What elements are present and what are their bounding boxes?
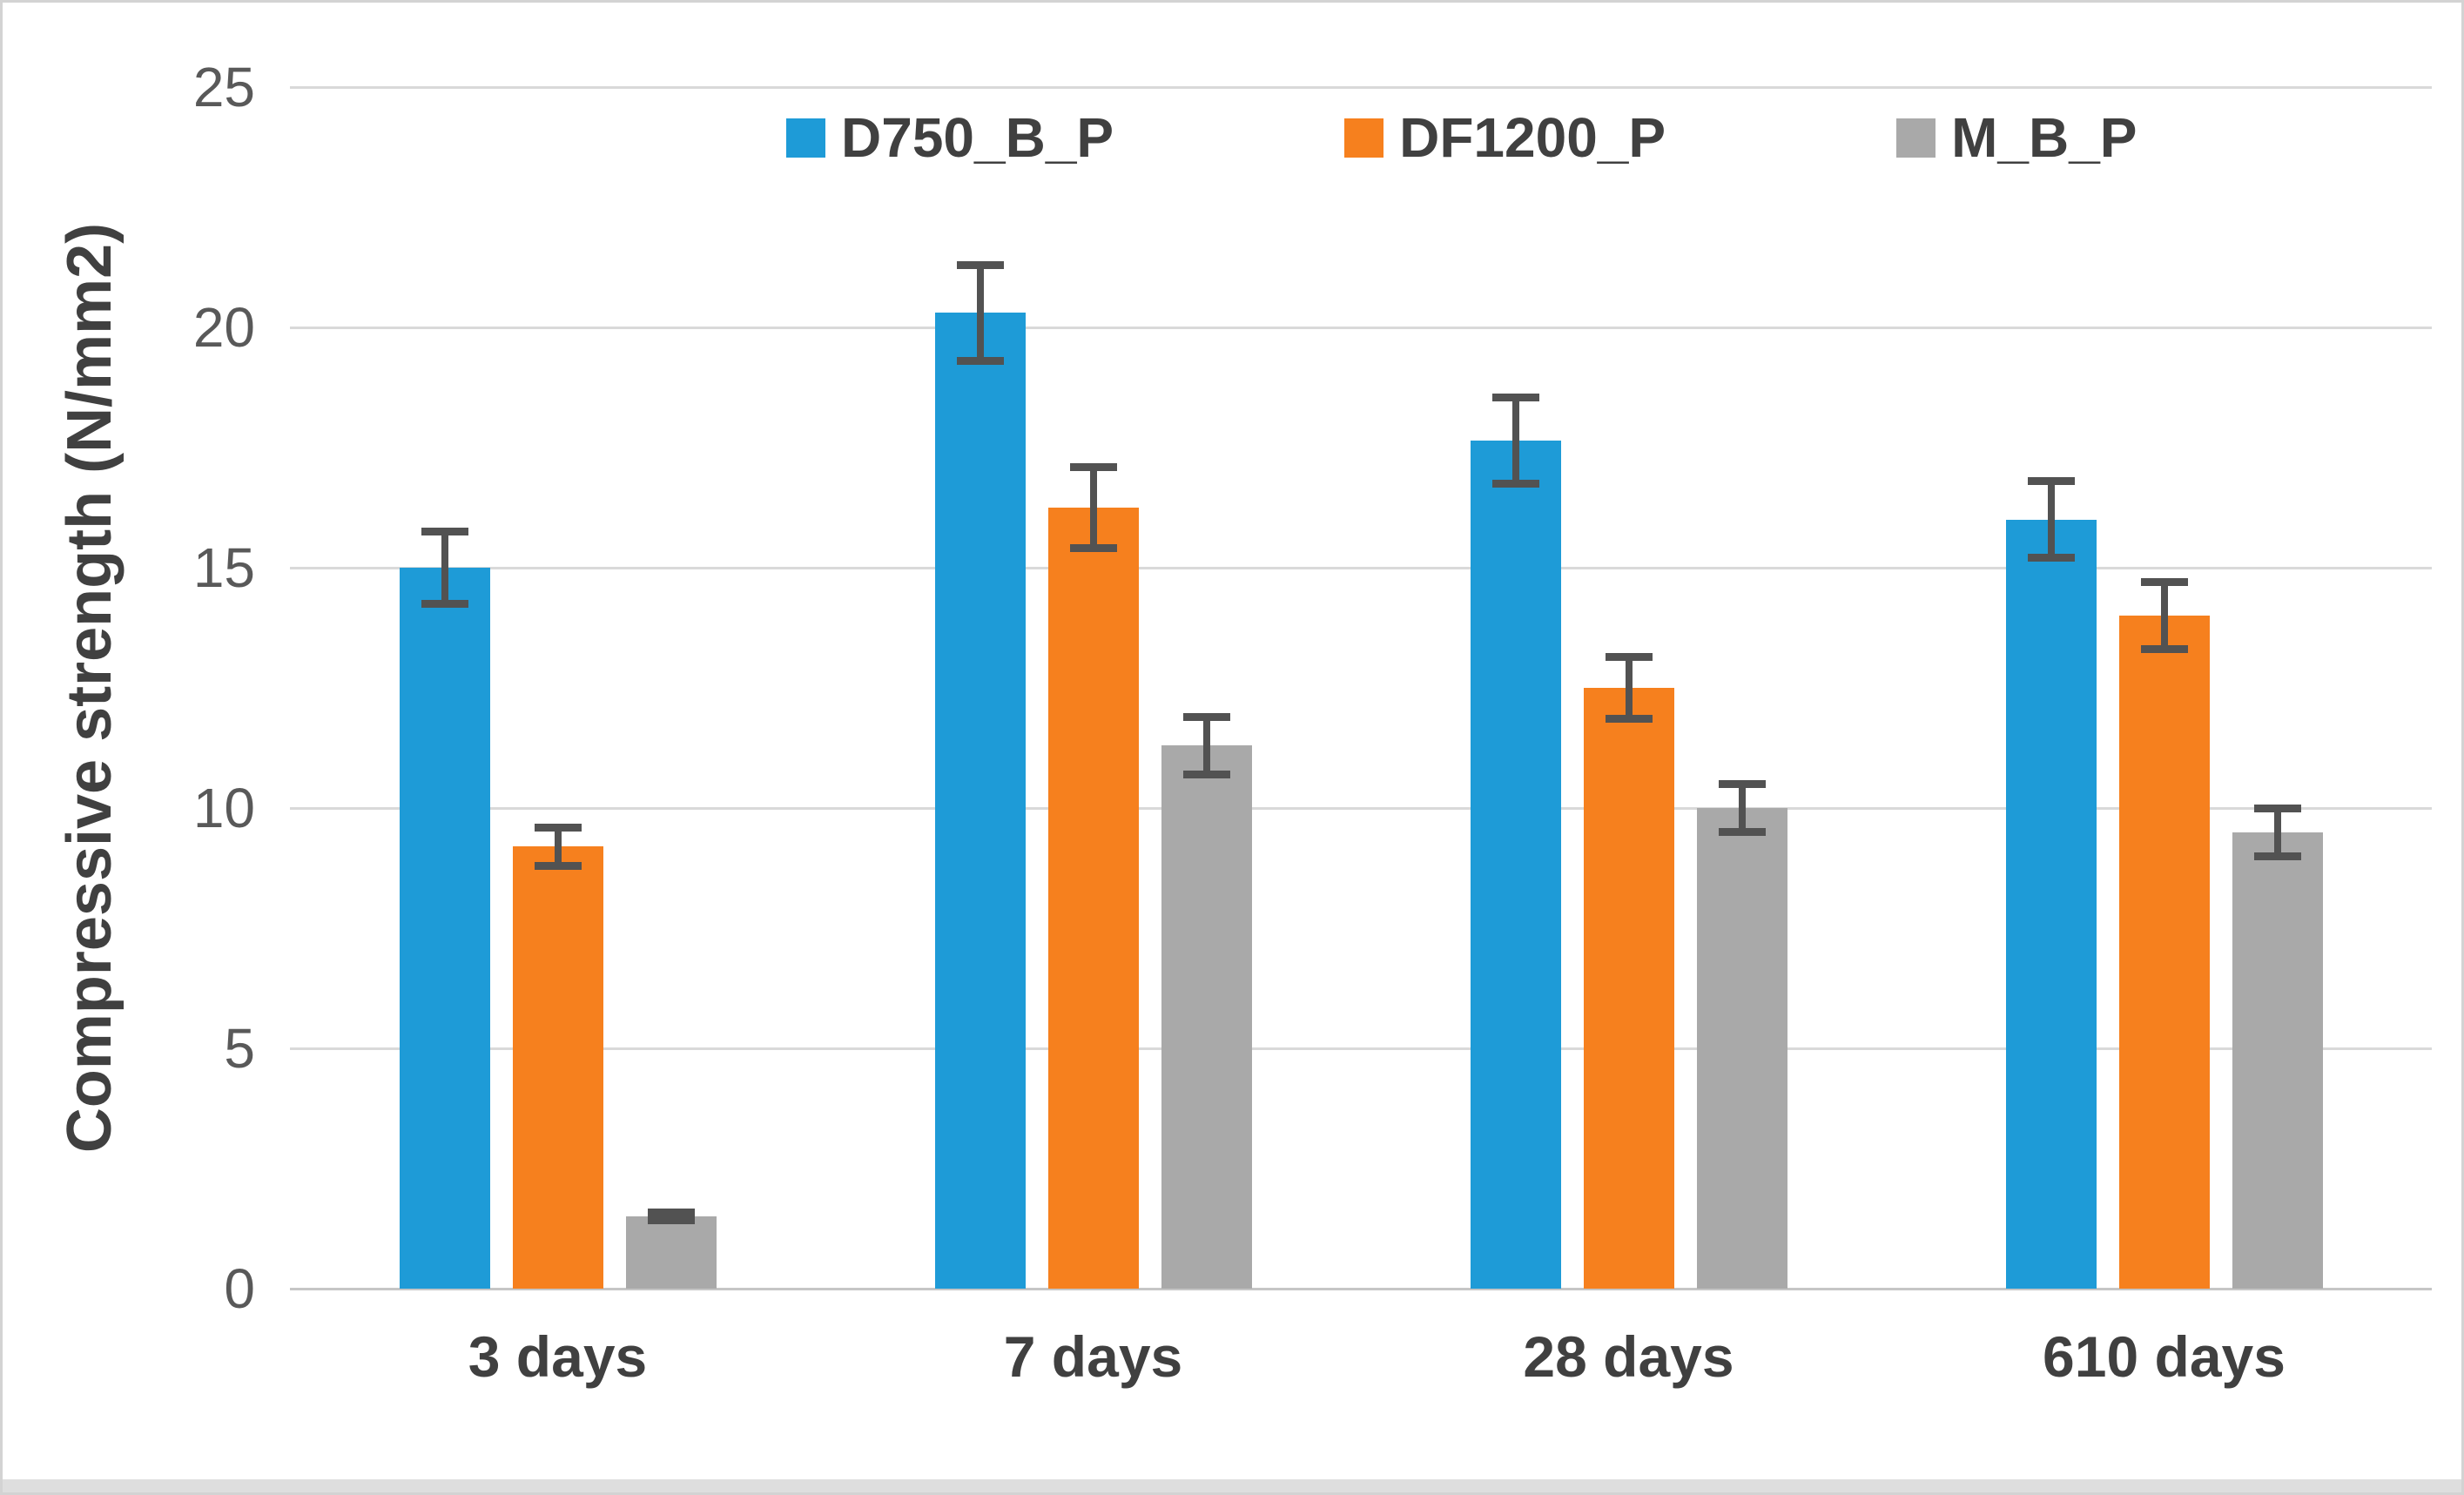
y-tick-label-0: 0: [224, 1257, 255, 1320]
error-bar-DF1200_P-3-days: [554, 827, 562, 866]
error-bar-cap-top-M_B_P-7-days: [1182, 712, 1230, 721]
error-bar-cap-top-M_B_P-3-days: [647, 1209, 695, 1217]
error-bar-cap-top-DF1200_P-3-days: [534, 823, 582, 832]
error-bar-cap-top-D750_B_P-3-days: [421, 528, 468, 536]
bar-M_B_P-3-days: [625, 1216, 717, 1289]
legend-swatch-D750_B_P: [786, 118, 825, 158]
error-bar-M_B_P-7-days: [1202, 717, 1210, 775]
error-bar-cap-bottom-D750_B_P-7-days: [956, 357, 1004, 366]
y-tick-label-25: 25: [192, 56, 255, 118]
bar-D750_B_P-7-days: [934, 313, 1026, 1289]
error-bar-cap-bottom-DF1200_P-28-days: [1605, 715, 1653, 724]
error-bar-cap-bottom-M_B_P-610-days: [2253, 852, 2301, 860]
legend-item-DF1200_P: DF1200_P: [1344, 105, 1666, 170]
error-bar-D750_B_P-610-days: [2047, 481, 2055, 558]
x-tick-label-3-days: 3 days: [468, 1324, 648, 1389]
error-bar-cap-top-DF1200_P-28-days: [1605, 652, 1653, 661]
x-tick-label-7-days: 7 days: [1003, 1324, 1183, 1389]
error-bar-DF1200_P-7-days: [1089, 467, 1097, 549]
y-tick-label-15: 15: [192, 536, 255, 599]
error-bar-cap-bottom-D750_B_P-28-days: [1491, 479, 1539, 488]
error-bar-cap-bottom-D750_B_P-3-days: [421, 599, 468, 608]
x-tick-label-610-days: 610 days: [2043, 1324, 2286, 1389]
legend-label-M_B_P: M_B_P: [1951, 106, 2137, 169]
error-bar-cap-top-D750_B_P-610-days: [2027, 477, 2075, 486]
legend-label-DF1200_P: DF1200_P: [1399, 106, 1666, 169]
bar-DF1200_P-3-days: [512, 846, 603, 1289]
legend-swatch-M_B_P: [1896, 118, 1936, 158]
y-tick-label-5: 5: [224, 1017, 255, 1080]
legend: D750_B_P DF1200_P M_B_P: [786, 105, 2137, 170]
error-bar-cap-bottom-DF1200_P-610-days: [2140, 645, 2188, 654]
gridline-5: [290, 1047, 2432, 1050]
legend-label-D750_B_P: D750_B_P: [841, 106, 1114, 169]
gridline-10: [290, 806, 2432, 810]
bar-DF1200_P-7-days: [1047, 508, 1139, 1289]
x-tick-label-28-days: 28 days: [1523, 1324, 1734, 1389]
y-tick-label-20: 20: [192, 296, 255, 359]
error-bar-D750_B_P-3-days: [441, 531, 448, 604]
error-bar-cap-top-M_B_P-28-days: [1718, 779, 1766, 788]
error-bar-cap-top-DF1200_P-610-days: [2140, 578, 2188, 587]
bar-M_B_P-28-days: [1696, 808, 1787, 1289]
error-bar-cap-bottom-D750_B_P-610-days: [2027, 554, 2075, 562]
bar-D750_B_P-3-days: [399, 568, 490, 1289]
gridline-20: [290, 326, 2432, 329]
bottom-border-strip: [3, 1479, 2461, 1492]
bar-D750_B_P-28-days: [1470, 440, 1561, 1289]
x-axis-line: [290, 1287, 2432, 1290]
error-bar-cap-bottom-M_B_P-28-days: [1718, 828, 1766, 837]
error-bar-D750_B_P-28-days: [1511, 397, 1519, 484]
error-bar-M_B_P-610-days: [2273, 808, 2281, 857]
error-bar-cap-bottom-DF1200_P-7-days: [1069, 544, 1117, 553]
error-bar-M_B_P-28-days: [1738, 784, 1746, 832]
y-tick-label-10: 10: [192, 777, 255, 839]
error-bar-D750_B_P-7-days: [976, 265, 984, 361]
bar-D750_B_P-610-days: [2005, 519, 2097, 1289]
error-bar-cap-top-DF1200_P-7-days: [1069, 462, 1117, 471]
error-bar-cap-top-M_B_P-610-days: [2253, 804, 2301, 812]
legend-swatch-DF1200_P: [1344, 118, 1384, 158]
gridline-15: [290, 566, 2432, 569]
error-bar-cap-top-D750_B_P-7-days: [956, 260, 1004, 269]
error-bar-DF1200_P-610-days: [2160, 582, 2168, 650]
bar-DF1200_P-610-days: [2118, 616, 2210, 1289]
bar-M_B_P-610-days: [2232, 832, 2323, 1289]
legend-item-D750_B_P: D750_B_P: [786, 105, 1114, 170]
bar-M_B_P-7-days: [1161, 745, 1252, 1289]
error-bar-cap-bottom-M_B_P-7-days: [1182, 770, 1230, 778]
error-bar-cap-bottom-M_B_P-3-days: [647, 1216, 695, 1225]
legend-item-M_B_P: M_B_P: [1896, 105, 2137, 170]
gridline-25: [290, 85, 2432, 89]
error-bar-cap-top-D750_B_P-28-days: [1491, 393, 1539, 401]
error-bar-cap-bottom-DF1200_P-3-days: [534, 861, 582, 870]
error-bar-DF1200_P-28-days: [1625, 657, 1633, 719]
bar-DF1200_P-28-days: [1583, 688, 1674, 1289]
